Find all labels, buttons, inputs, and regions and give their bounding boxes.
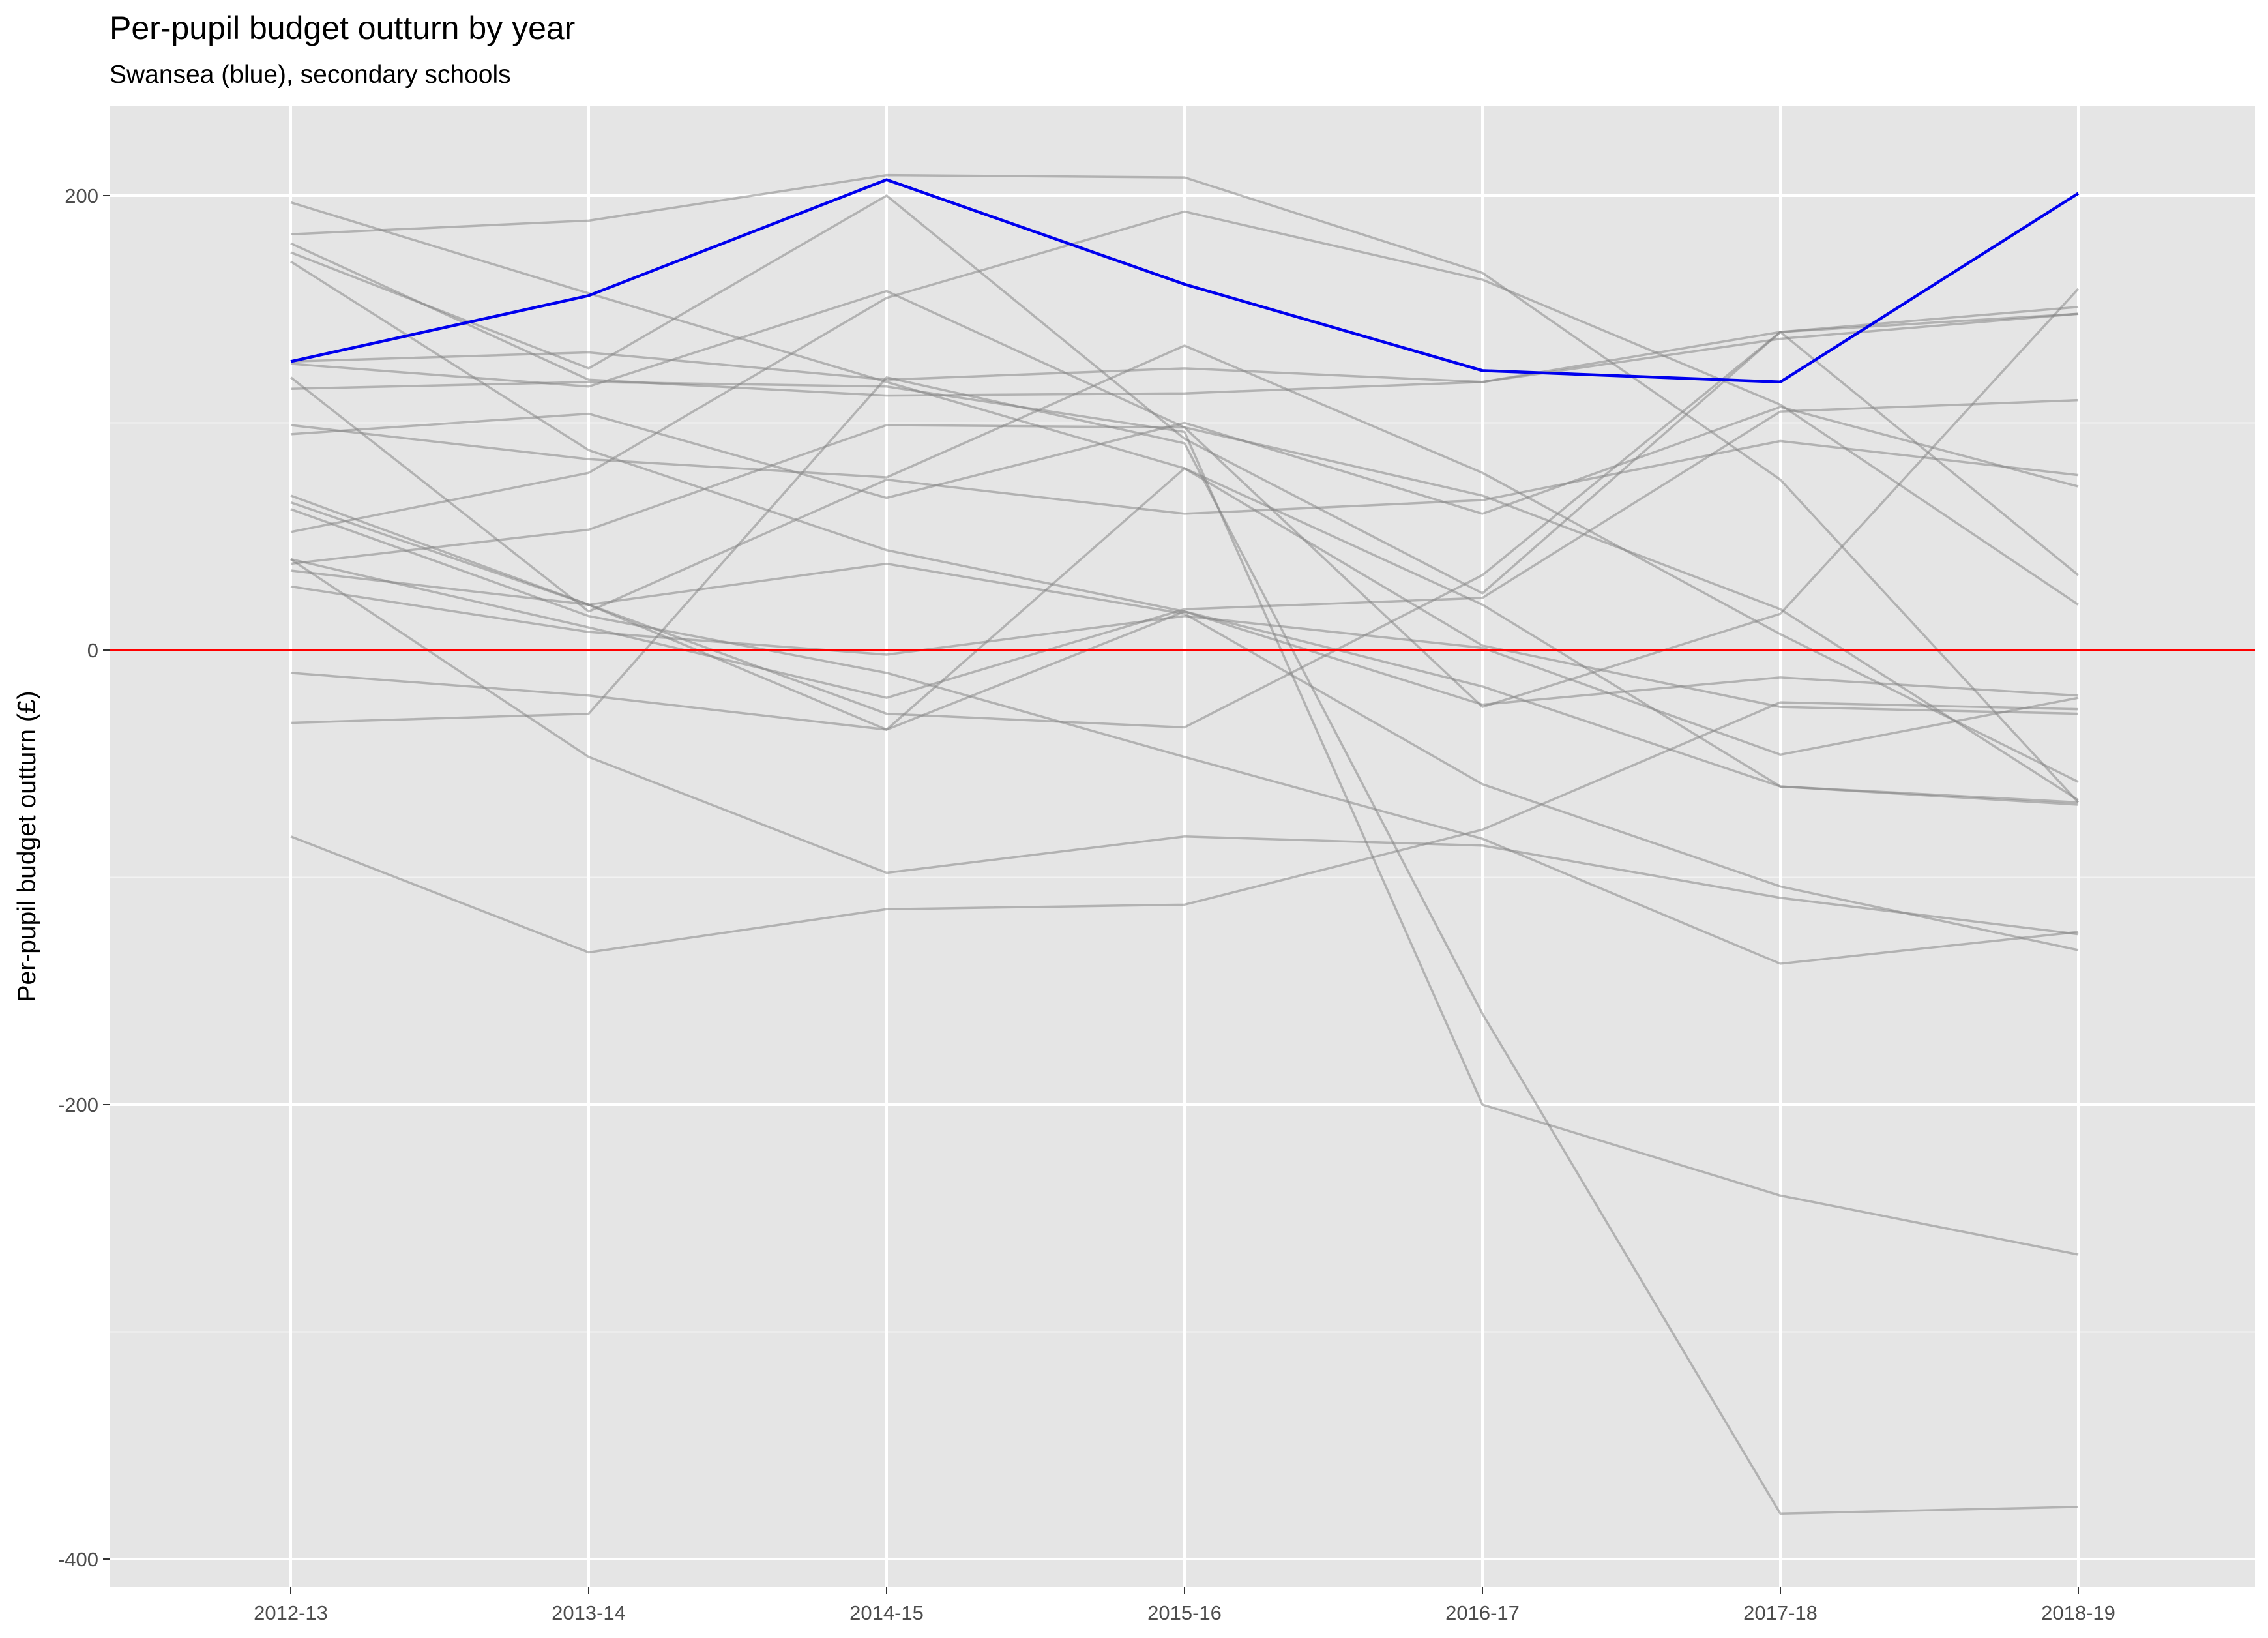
y-tick-label: -200 — [58, 1094, 98, 1116]
school-series-line — [290, 406, 2079, 515]
school-series-line — [290, 585, 2079, 756]
school-series-line — [290, 558, 2079, 936]
school-series-line — [290, 701, 2079, 954]
y-axis-title: Per-pupil budget outturn (£) — [13, 691, 41, 1002]
school-series-line — [290, 210, 2079, 606]
plot-panel — [110, 106, 2255, 1587]
school-series-line — [290, 398, 2079, 699]
school-series-line — [290, 288, 2080, 708]
swansea-series-line — [290, 178, 2080, 384]
axes: 200 0 -200 -400 2012-13 2013-14 2014-15 2015-16… — [58, 185, 2115, 1624]
chart-subtitle: Swansea (blue), secondary schools — [110, 61, 511, 89]
x-tick-label: 2018-19 — [2041, 1601, 2115, 1624]
x-tick-label: 2012-13 — [254, 1601, 328, 1624]
y-tick-label: -400 — [58, 1548, 98, 1571]
y-tick-label: 200 — [65, 185, 98, 207]
x-tick-label: 2014-15 — [849, 1601, 924, 1624]
x-tick-label: 2013-14 — [552, 1601, 626, 1624]
series-lines — [110, 173, 2255, 1515]
school-series-line — [290, 562, 2079, 951]
school-series-line — [290, 381, 2079, 1256]
school-series-line — [290, 508, 2079, 965]
chart-title: Per-pupil budget outturn by year — [110, 10, 575, 46]
school-series-line — [290, 173, 2080, 803]
school-series-line — [290, 467, 2079, 731]
school-series-line — [289, 376, 2079, 613]
school-series-line — [290, 312, 2079, 383]
x-tick-label: 2015-16 — [1147, 1601, 1222, 1624]
x-tick-label: 2016-17 — [1445, 1601, 1520, 1624]
school-series-line — [290, 376, 2079, 1515]
school-series-line — [290, 344, 2079, 783]
y-tick-label: 0 — [87, 639, 98, 662]
x-tick-label: 2017-18 — [1743, 1601, 1818, 1624]
